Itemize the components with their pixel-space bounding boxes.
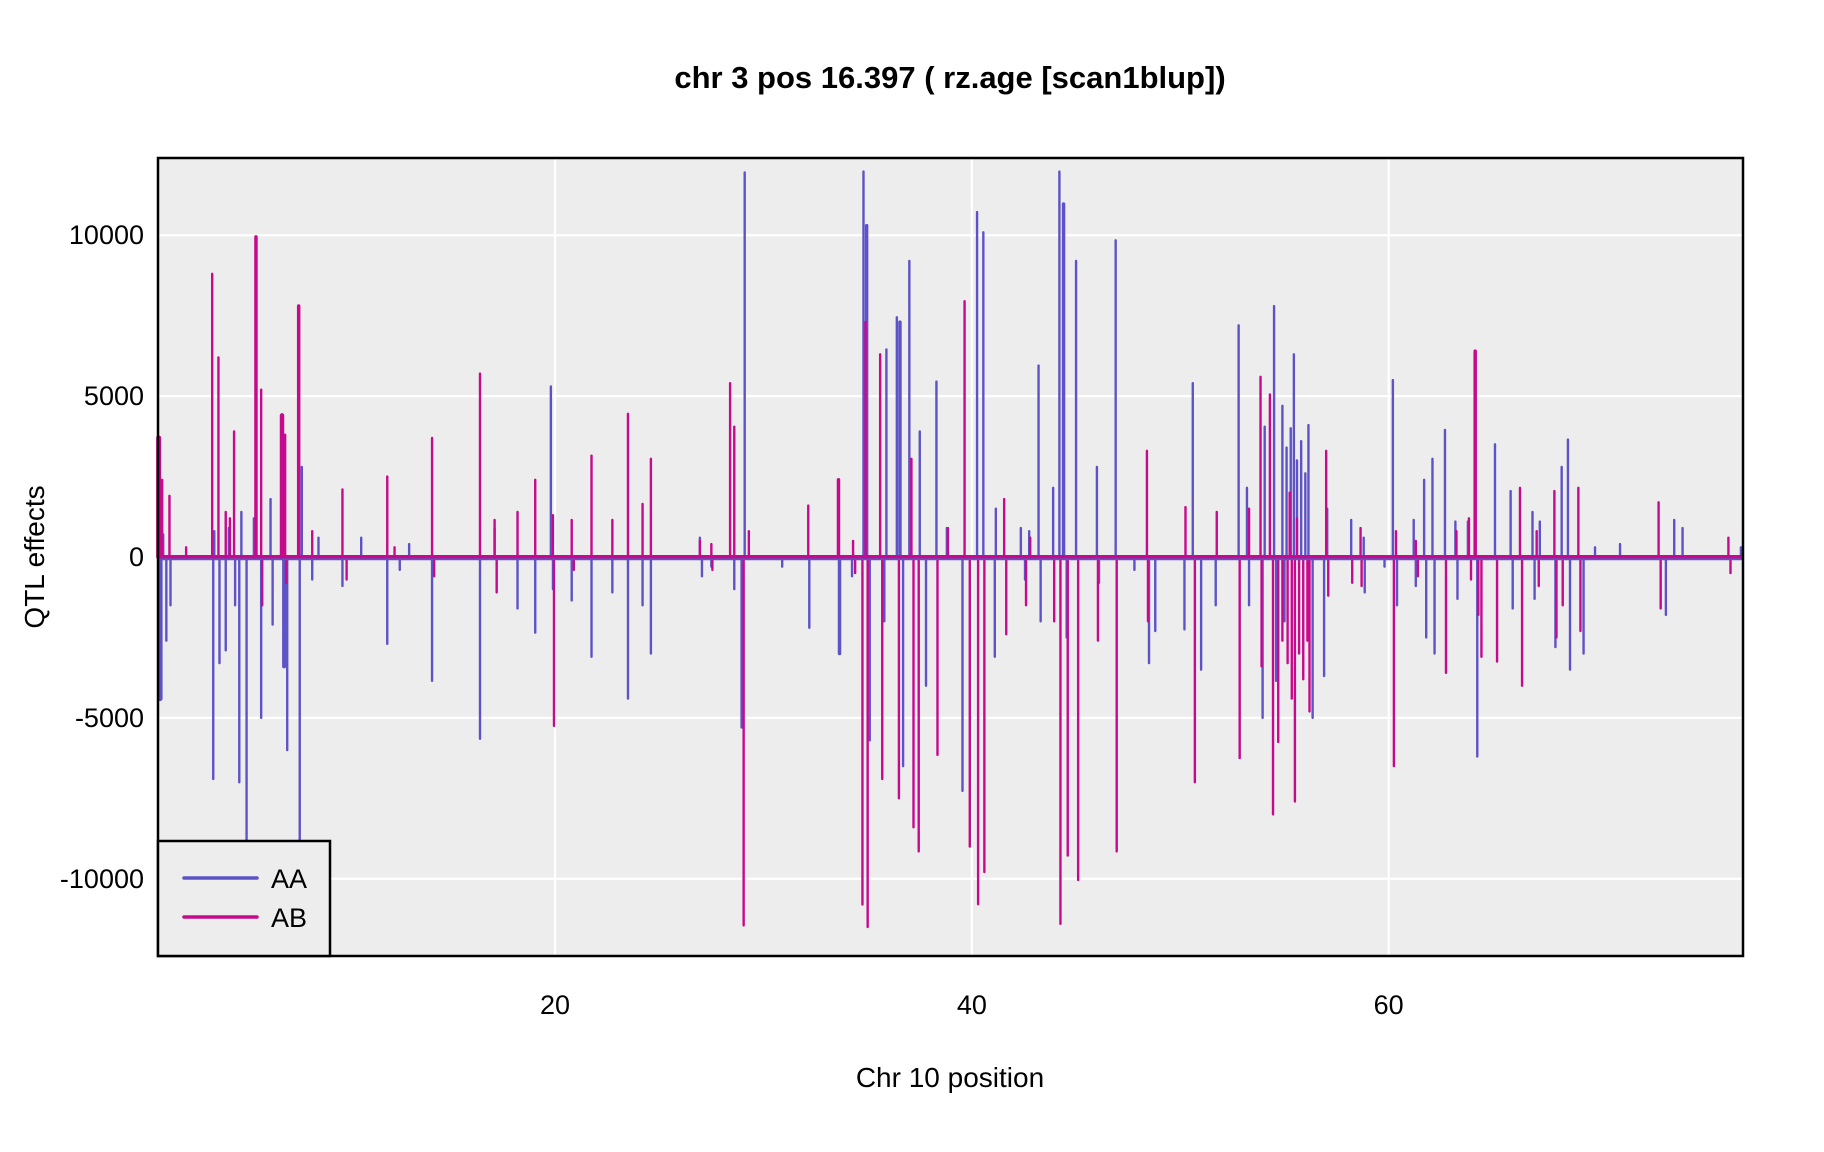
y-tick-label: 0 (129, 542, 144, 572)
y-tick-label: -10000 (60, 864, 144, 894)
series-AB (156, 235, 1732, 929)
x-axis-tick-labels: 20 40 60 (540, 990, 1404, 1020)
y-tick-label: 5000 (84, 381, 144, 411)
panel-border (156, 156, 1745, 958)
legend-label-AA: AA (271, 864, 307, 894)
y-tick-label: -5000 (75, 703, 144, 733)
series-layer (156, 170, 1743, 929)
legend: AA AB (156, 839, 332, 958)
legend-label-AB: AB (271, 903, 307, 933)
y-axis-tick-labels: -10000 -5000 0 5000 10000 (60, 220, 144, 894)
x-axis-title: Chr 10 position (856, 1062, 1044, 1093)
x-tick-label: 20 (540, 990, 570, 1020)
chart-title: chr 3 pos 16.397 ( rz.age [scan1blup]) (674, 60, 1225, 95)
y-tick-label: 10000 (69, 220, 144, 250)
x-tick-label: 40 (957, 990, 987, 1020)
x-tick-label: 60 (1374, 990, 1404, 1020)
series-AA (157, 170, 1743, 845)
legend-box (156, 839, 332, 958)
y-axis-title: QTL effects (19, 485, 50, 628)
